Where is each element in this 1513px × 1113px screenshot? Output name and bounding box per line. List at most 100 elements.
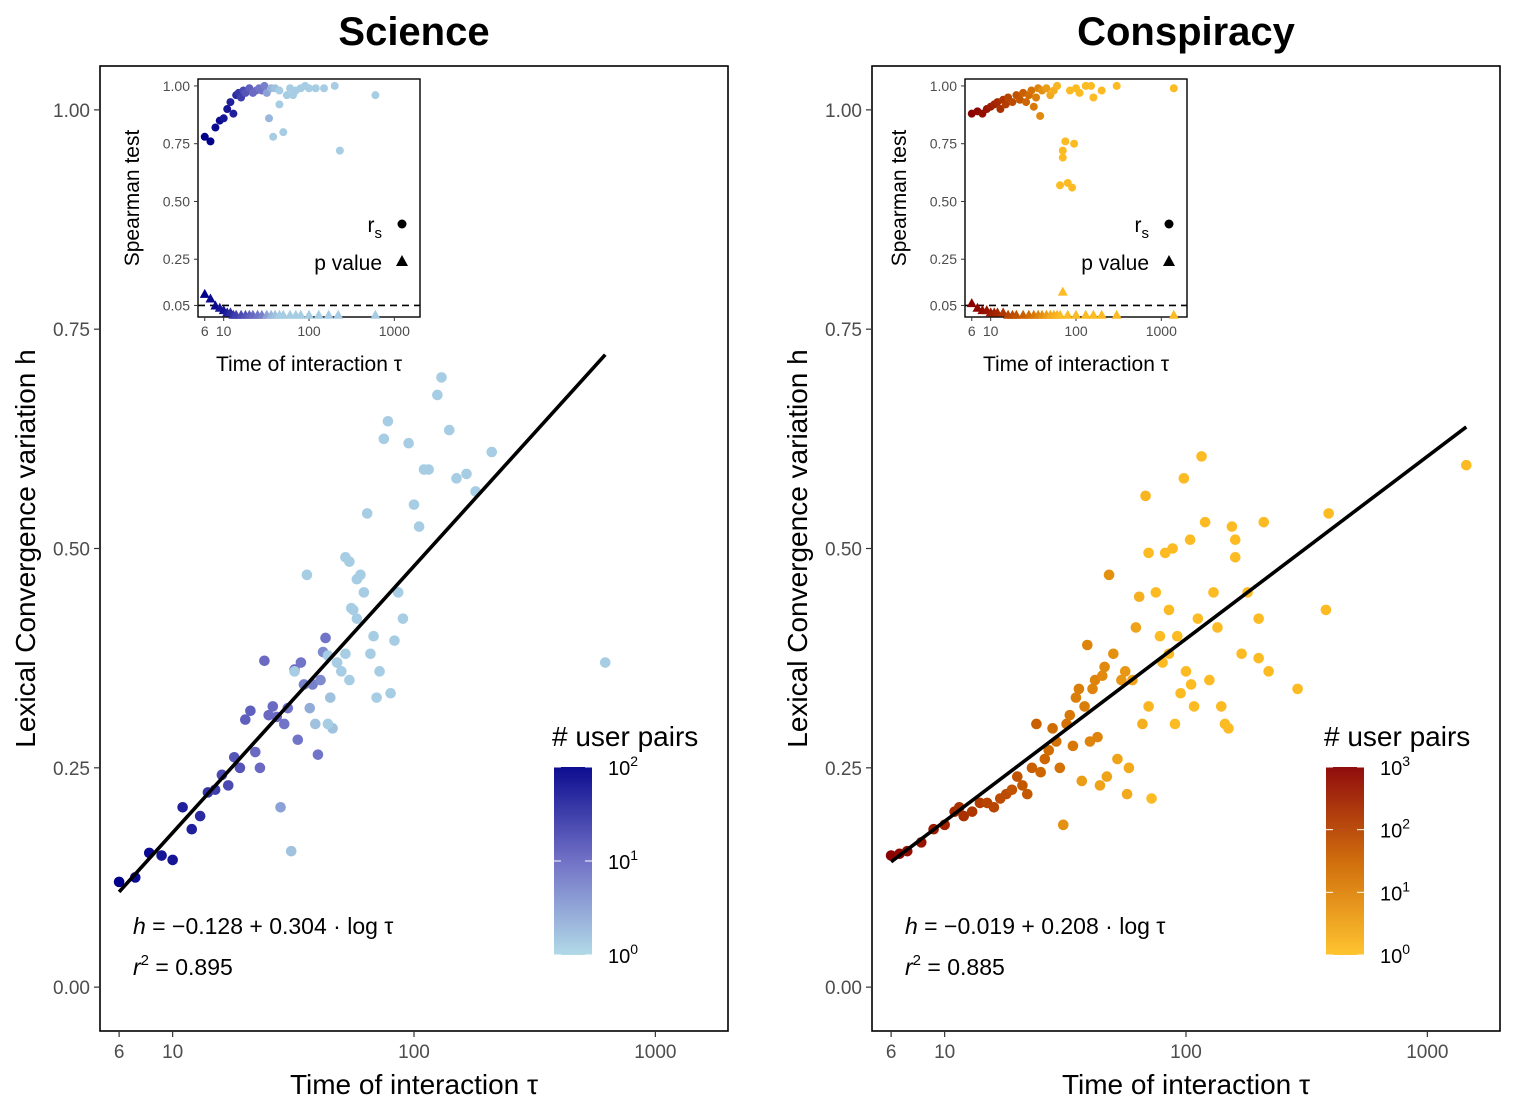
data-point xyxy=(322,718,334,730)
data-point xyxy=(275,801,286,813)
legend-text: r xyxy=(1135,214,1142,237)
rs-point xyxy=(260,81,269,90)
y-tick-label: 0.75 xyxy=(53,320,90,341)
pvalue-point xyxy=(1088,309,1099,319)
inset-plot: 0.05 0.25 0.50 0.75 1.00 6 10 100 1000 Time of in… xyxy=(888,78,1188,376)
data-point xyxy=(1199,516,1211,528)
r-superscript: 2 xyxy=(141,952,149,969)
rs-point xyxy=(1001,100,1010,109)
rs-point xyxy=(1097,86,1106,95)
rs-point xyxy=(320,84,329,93)
colorbar-exp: 2 xyxy=(1402,816,1410,832)
data-point xyxy=(1130,622,1142,633)
rs-point xyxy=(1075,88,1084,97)
rs-point xyxy=(226,98,235,107)
eq-rest: = −0.128 + 0.304 · log τ xyxy=(146,913,394,939)
colorbar-exp: 1 xyxy=(1402,878,1410,894)
data-point xyxy=(234,762,246,774)
rs-point xyxy=(211,123,220,132)
rs-point xyxy=(206,137,215,146)
fit-line xyxy=(890,425,1468,864)
y-tick-label: 0.50 xyxy=(53,540,90,561)
inset-y-tick-label: 0.75 xyxy=(930,136,957,152)
colorbar-title: # user pairs xyxy=(1324,721,1470,752)
colorbar-exp: 3 xyxy=(1402,753,1410,769)
fit-equation: h = −0.128 + 0.304 · log τ xyxy=(133,913,393,939)
rs-point xyxy=(1032,93,1041,102)
rs-point xyxy=(1027,86,1036,95)
inset-x-tick-label: 6 xyxy=(968,323,976,339)
inset-y-tick-label: 0.50 xyxy=(163,193,190,209)
data-point xyxy=(347,604,359,616)
data-point xyxy=(432,389,443,401)
pvalue-point xyxy=(313,309,324,319)
pvalue-point xyxy=(1062,309,1073,319)
data-point xyxy=(1121,788,1133,800)
inset-y-tick-label: 0.25 xyxy=(163,251,190,267)
data-point xyxy=(599,657,611,668)
data-point xyxy=(1099,661,1110,673)
data-point xyxy=(351,613,363,624)
data-point xyxy=(1076,775,1088,787)
x-tick-label: 10 xyxy=(162,1042,183,1063)
r-symbol: r xyxy=(905,954,914,980)
chart-title: Conspiracy xyxy=(1077,10,1296,54)
data-point xyxy=(113,876,125,888)
data-point xyxy=(361,508,373,519)
data-point xyxy=(1320,604,1332,616)
inset-x-tick-label: 10 xyxy=(983,323,999,339)
rs-point xyxy=(1058,153,1067,162)
scatter-points xyxy=(113,372,611,888)
rs-point xyxy=(1036,111,1045,120)
data-point xyxy=(1017,780,1028,791)
r-squared: r2 = 0.885 xyxy=(905,952,1005,980)
data-point xyxy=(988,801,1000,813)
colorbar-title: # user pairs xyxy=(552,721,698,752)
rs-point xyxy=(279,128,288,137)
data-point xyxy=(186,823,198,835)
rs-point xyxy=(1042,84,1051,93)
rs-point xyxy=(1015,95,1024,104)
rs-point xyxy=(1087,81,1096,90)
data-point xyxy=(368,630,379,642)
data-point xyxy=(1263,666,1274,677)
rs-point xyxy=(1169,84,1178,93)
data-point xyxy=(1101,771,1113,782)
inset-x-tick-label: 100 xyxy=(297,323,321,339)
data-point xyxy=(382,415,394,427)
pvalue-point xyxy=(966,298,977,308)
rs-point xyxy=(1053,81,1062,90)
data-point xyxy=(389,635,400,646)
data-point xyxy=(1082,639,1093,651)
colorbar-exp: 0 xyxy=(630,941,638,957)
rs-point xyxy=(1061,137,1070,146)
y-tick-label: 0.25 xyxy=(53,759,90,780)
colorbar-label: 100 xyxy=(1380,941,1410,968)
data-point xyxy=(408,499,420,510)
colorbar-base: 10 xyxy=(1380,883,1402,905)
data-point xyxy=(1215,701,1227,712)
data-point xyxy=(1031,718,1042,730)
data-point xyxy=(344,556,355,567)
legend-text: p value xyxy=(1081,252,1149,275)
data-point xyxy=(1067,740,1079,752)
data-point xyxy=(443,424,455,436)
pvalue-point xyxy=(205,293,216,303)
x-tick-label: 100 xyxy=(398,1042,430,1063)
inset-frame xyxy=(197,78,421,318)
data-point xyxy=(1143,547,1154,559)
rs-point xyxy=(282,91,291,100)
data-point xyxy=(1169,718,1181,730)
data-point xyxy=(315,674,326,686)
data-point xyxy=(340,648,351,660)
pvalue-point xyxy=(323,309,334,319)
data-point xyxy=(392,587,404,598)
data-point xyxy=(1143,701,1154,712)
rs-point xyxy=(219,114,228,123)
y-tick-label: 0.25 xyxy=(825,759,862,780)
r-symbol: r xyxy=(133,954,142,980)
colorbar-label: 100 xyxy=(608,941,638,968)
data-point xyxy=(344,674,355,686)
colorbar-base: 10 xyxy=(1380,758,1402,780)
x-axis-title: Time of interaction τ xyxy=(1062,1069,1310,1100)
